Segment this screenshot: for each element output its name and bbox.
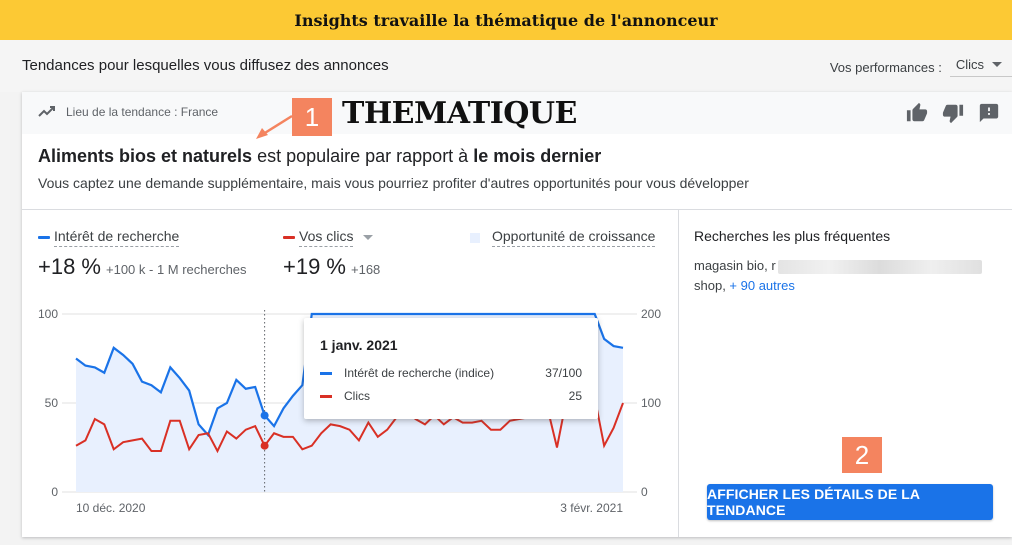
y-tick-right: 100 [641,396,661,410]
section-header: Tendances pour lesquelles vous diffusez … [0,40,1012,92]
tooltip-row-clicks: Clics 25 [320,389,582,403]
trend-card: Lieu de la tendance : France 1 THEMATIQU… [22,92,1012,537]
y-tick-left: 0 [51,485,58,499]
trend-headline: Aliments bios et naturels est populaire … [38,146,601,167]
annotation-thematique: THEMATIQUE [342,96,577,131]
tooltip-row1-value: 37/100 [545,366,582,380]
y-tick-right: 200 [641,307,661,321]
legend-interest[interactable]: Intérêt de recherche [38,228,180,247]
trend-period: le mois dernier [473,146,602,166]
chevron-down-icon [363,235,374,240]
chart-tooltip: 1 janv. 2021 Intérêt de recherche (indic… [304,318,598,419]
trend-details-button[interactable]: AFFICHER LES DÉTAILS DE LA TENDANCE [707,484,993,520]
tooltip-swatch-clicks [320,394,332,398]
legend-swatch-opportunity [470,232,480,243]
series-line-interest [75,312,624,438]
tooltip-row2-value: 25 [568,389,582,403]
legend-clicks[interactable]: Vos clics [283,228,374,247]
frequent-searches-list: magasin bio, r shop, + 90 autres [694,256,994,296]
location-text: Lieu de la tendance : France [66,105,219,119]
stat-interest-value: +18 % [38,254,101,279]
trend-location: Lieu de la tendance : France [38,105,218,119]
more-queries-link[interactable]: + 90 autres [729,278,795,293]
performance-selector: Vos performances : Clics [830,57,1012,77]
performance-dropdown[interactable]: Clics [949,57,1012,77]
annotation-badge-1: 1 [292,98,332,136]
thumb-up-icon[interactable] [906,102,928,124]
legend-opportunity[interactable]: Opportunité de croissance [470,228,656,247]
y-tick-left: 100 [38,307,58,321]
legend-interest-label: Intérêt de recherche [54,228,180,247]
tooltip-row1-label: Intérêt de recherche (indice) [344,366,495,380]
divider [678,210,679,537]
highlight-point-interest [260,411,269,420]
trend-subline: Vous captez une demande supplémentaire, … [38,175,749,191]
y-tick-right: 0 [641,485,648,499]
stat-clicks-value: +19 % [283,254,346,279]
stat-clicks: +19 % +168 [283,254,380,280]
highlight-point-clicks [260,441,269,450]
queries-end: shop, [694,278,730,293]
divider [22,209,1012,210]
legend-clicks-label: Vos clics [299,228,354,247]
legend-opportunity-label: Opportunité de croissance [492,228,656,247]
banner: Insights travaille la thématique de l'an… [0,0,1012,40]
trending-up-icon [38,106,55,117]
tooltip-row-interest: Intérêt de recherche (indice) 37/100 [320,366,582,380]
frequent-searches-title: Recherches les plus fréquentes [694,228,891,244]
legend-swatch-clicks [283,236,295,239]
feedback-actions [906,102,1000,124]
performance-value: Clics [955,57,984,72]
x-tick-start: 10 déc. 2020 [76,501,146,515]
section-title: Tendances pour lesquelles vous diffusez … [22,57,389,74]
headline-mid: est populaire par rapport à [252,146,474,166]
tooltip-swatch-interest [320,371,332,375]
x-tick-end: 3 févr. 2021 [560,501,623,515]
banner-title: Insights travaille la thématique de l'an… [294,10,718,30]
tooltip-row2-label: Clics [344,389,370,403]
stat-interest: +18 % +100 k - 1 M recherches [38,254,247,280]
performance-label: Vos performances : [829,59,942,75]
redacted-queries [777,259,982,274]
annotation-arrow-icon [256,114,293,139]
thumb-down-icon[interactable] [942,102,964,124]
tooltip-date: 1 janv. 2021 [320,337,398,353]
report-icon[interactable] [978,102,1000,124]
card-top-bar: Lieu de la tendance : France [22,92,1012,134]
dropdown-caret-icon [992,62,1002,67]
legend-swatch-interest [38,236,50,239]
y-tick-left: 50 [45,396,59,410]
stat-interest-sub: +100 k - 1 M recherches [106,262,247,277]
annotation-badge-2: 2 [842,437,882,473]
stat-clicks-sub: +168 [351,262,381,277]
trend-topic: Aliments bios et naturels [38,146,253,166]
queries-start: magasin bio, r [694,258,776,273]
